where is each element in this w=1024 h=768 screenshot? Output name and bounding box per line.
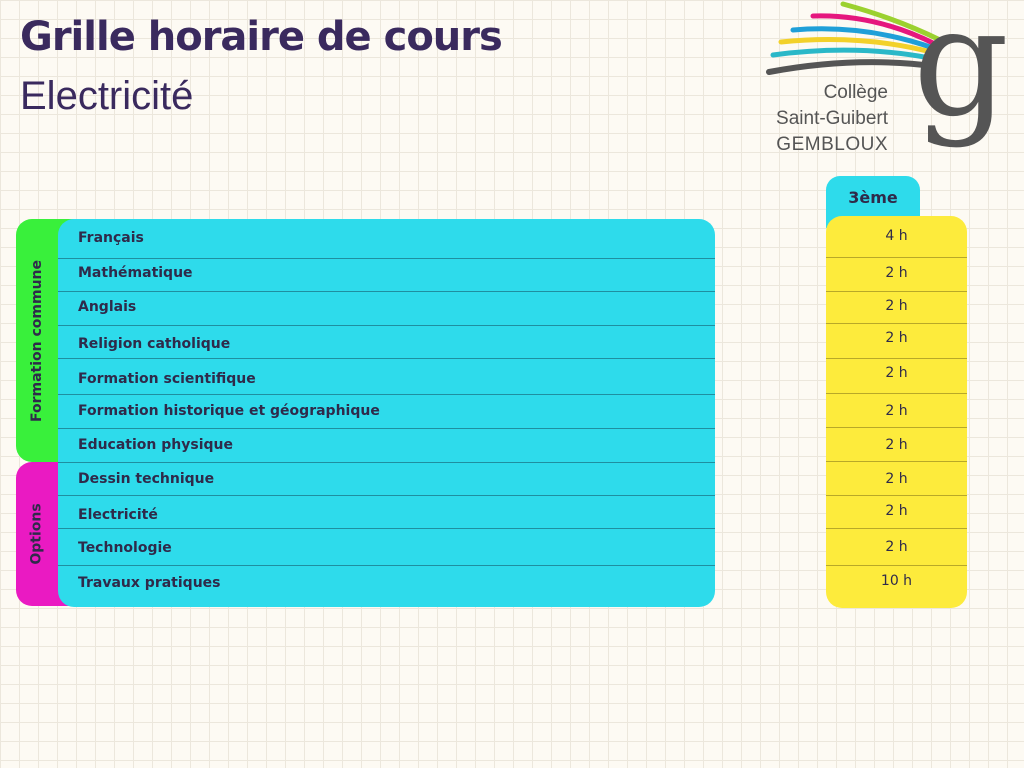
- subject-label: Religion catholique: [78, 336, 231, 352]
- year-label: 3ème: [848, 188, 898, 207]
- hours-value: 2 h: [885, 539, 908, 555]
- logo-g-glyph: g: [913, 0, 1010, 150]
- logo-line-college: Collège: [823, 82, 888, 103]
- page-subtitle: Electricité: [20, 74, 194, 118]
- subject-label: Français: [78, 230, 144, 246]
- logo-stripes-icon: [766, 1, 943, 75]
- subject-label: Travaux pratiques: [78, 575, 221, 591]
- hours-value: 2 h: [885, 298, 908, 314]
- subject-label: Formation historique et géographique: [78, 403, 380, 419]
- hours-value: 2 h: [885, 265, 908, 281]
- subject-label: Mathématique: [78, 265, 193, 281]
- subjects-panel: Français Mathématique Anglais Religion c…: [58, 219, 715, 607]
- hours-value: 4 h: [885, 228, 908, 244]
- hours-value: 2 h: [885, 330, 908, 346]
- group-label-common: Formation commune: [29, 259, 45, 422]
- subject-label: Dessin technique: [78, 471, 215, 487]
- hours-column: 4 h 2 h 2 h 2 h 2 h 2 h 2 h 2 h 2 h 2 h …: [826, 216, 967, 608]
- subject-label: Technologie: [78, 540, 172, 556]
- page-title: Grille horaire de cours: [20, 14, 503, 60]
- subject-label: Anglais: [78, 299, 137, 315]
- logo-line-gembloux: GEMBLOUX: [776, 134, 888, 155]
- group-label-options: Options: [29, 503, 45, 565]
- hours-value: 10 h: [880, 573, 913, 589]
- logo-line-saint-guibert: Saint-Guibert: [776, 108, 888, 129]
- hours-value: 2 h: [885, 365, 908, 381]
- subject-label: Formation scientifique: [78, 371, 256, 387]
- school-logo: Collège Saint-Guibert GEMBLOUX g: [765, 0, 1010, 180]
- hours-value: 2 h: [885, 437, 908, 453]
- subject-label: Education physique: [78, 437, 233, 453]
- subject-label: Electricité: [78, 507, 158, 523]
- hours-value: 2 h: [885, 471, 908, 487]
- hours-value: 2 h: [885, 503, 908, 519]
- hours-value: 2 h: [885, 403, 908, 419]
